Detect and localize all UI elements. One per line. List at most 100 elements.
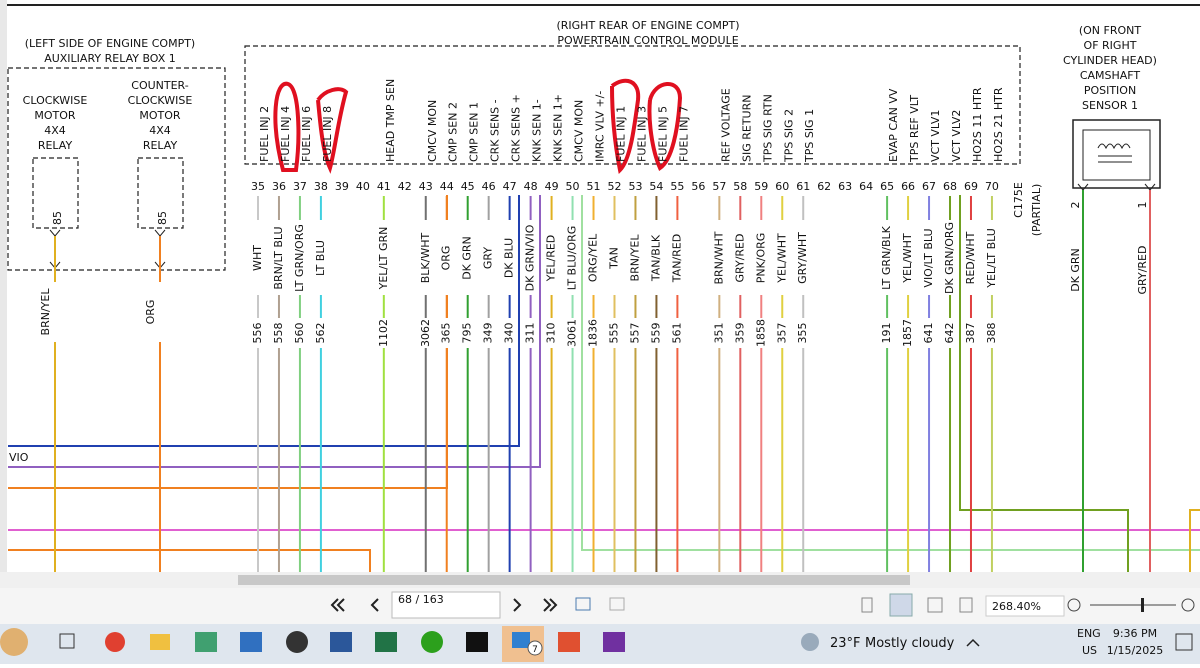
label-bg <box>901 318 916 348</box>
pin-name: EVAP CAN VV <box>887 88 900 162</box>
wire-color: BRN/YEL <box>628 234 641 282</box>
connector-note: (PARTIAL) <box>1030 184 1043 237</box>
tool-icon[interactable] <box>575 597 591 611</box>
circuit-number: 1102 <box>377 319 390 347</box>
nav-prev[interactable] <box>330 598 379 612</box>
pin-number: 60 <box>775 180 789 193</box>
view-icon[interactable] <box>861 597 873 613</box>
wire <box>8 195 541 468</box>
app-icon[interactable] <box>240 632 262 652</box>
annotation <box>273 81 301 172</box>
label-bg <box>544 318 559 348</box>
pin-name: FUEL INJ 5 <box>656 106 669 162</box>
label-bg <box>628 318 643 348</box>
pin-number: 62 <box>817 180 831 193</box>
zoom-in[interactable] <box>1181 598 1195 612</box>
pin-number: 2 <box>1069 202 1082 209</box>
relay-pin: 85 <box>51 211 64 225</box>
app-icon[interactable] <box>59 633 75 649</box>
app-icon[interactable] <box>558 632 580 652</box>
label-bg <box>292 220 307 295</box>
tool-icon[interactable] <box>609 597 625 611</box>
wire-color: VIO/LT BLU <box>922 228 935 287</box>
app-icon[interactable] <box>195 632 217 652</box>
badge-count: 7 <box>532 645 538 655</box>
tray-arrow[interactable] <box>966 638 980 647</box>
pin-name: TPS SIG RTN <box>761 94 774 163</box>
label-bg <box>670 220 685 295</box>
app-icon[interactable] <box>603 632 625 652</box>
app-icon[interactable] <box>466 632 488 652</box>
app-icon[interactable] <box>375 632 397 652</box>
app-icon[interactable] <box>0 628 28 656</box>
view-icon-active[interactable] <box>889 593 913 617</box>
view-icon[interactable] <box>959 597 973 613</box>
circuit-number: 557 <box>628 323 641 344</box>
pin-number: 40 <box>356 180 370 193</box>
wire <box>8 195 520 447</box>
label-bg <box>418 318 433 348</box>
label-bg <box>984 220 999 295</box>
label-bg <box>271 318 286 348</box>
label-bg <box>733 318 748 348</box>
weather-icon[interactable] <box>801 633 819 651</box>
app-icon[interactable] <box>421 631 443 653</box>
relay-label: CLOCKWISE <box>23 94 88 107</box>
app-icon[interactable] <box>286 631 308 653</box>
circuit-number: 560 <box>293 323 306 344</box>
pin-number: 63 <box>838 180 852 193</box>
pin-number: 39 <box>335 180 349 193</box>
pin-number: 70 <box>985 180 999 193</box>
label-bg <box>586 318 601 348</box>
pin-name: TPS SIG 2 <box>782 109 795 163</box>
app-icon[interactable] <box>150 634 170 650</box>
scroll-thumb[interactable] <box>238 575 910 585</box>
zoom-out[interactable] <box>1067 598 1081 612</box>
circuit-number: 642 <box>943 323 956 344</box>
app-icon[interactable] <box>105 632 125 652</box>
wire-color: GRY/WHT <box>796 232 809 284</box>
label-bg <box>271 220 286 295</box>
zoom-thumb[interactable] <box>1141 598 1144 612</box>
wire-color: TAN/BLK <box>649 234 662 282</box>
pin-number: 47 <box>503 180 517 193</box>
left-margin <box>0 0 7 572</box>
label-bg <box>544 220 559 295</box>
relay-label: MOTOR <box>34 109 76 122</box>
pin-name: FUEL INJ 6 <box>300 106 313 162</box>
sensor-title: CYLINDER HEAD) <box>1063 54 1157 67</box>
pin-number: 41 <box>377 180 391 193</box>
label-bg <box>439 220 454 295</box>
label-bg <box>649 318 664 348</box>
relay-pin: 85 <box>156 211 169 225</box>
pin-number: 46 <box>482 180 496 193</box>
label-bg <box>754 318 769 348</box>
page-box[interactable] <box>391 591 501 619</box>
clock-time: 9:36 PM <box>1113 627 1157 640</box>
wire-color: YEL/LT BLU <box>985 228 998 289</box>
wire-color: YEL/WHT <box>775 233 788 284</box>
sensor-coil <box>1097 143 1132 163</box>
circuit-number: 340 <box>503 323 516 344</box>
wire-color: LT GRN/BLK <box>880 225 893 290</box>
pin-number: 49 <box>545 180 559 193</box>
label-bg <box>775 318 790 348</box>
pcm-title: POWERTRAIN CONTROL MODULE <box>557 34 738 47</box>
pin-name: VCT VLV2 <box>950 110 963 162</box>
view-icon[interactable] <box>927 597 943 613</box>
pin-number: 61 <box>796 180 810 193</box>
nav-next[interactable] <box>513 598 558 612</box>
sensor-title: (ON FRONT <box>1079 24 1142 37</box>
notifications[interactable] <box>1175 633 1193 651</box>
label-bg <box>251 220 265 295</box>
label-bg <box>963 220 978 295</box>
label-bg <box>153 282 167 342</box>
label-bg <box>901 220 916 295</box>
label-bg <box>607 220 622 295</box>
annotation <box>647 82 683 171</box>
zoom-box[interactable] <box>985 595 1065 617</box>
label-bg <box>313 220 328 295</box>
label-bg <box>460 220 475 295</box>
app-icon[interactable] <box>330 632 352 652</box>
sensor-box <box>1072 119 1161 189</box>
